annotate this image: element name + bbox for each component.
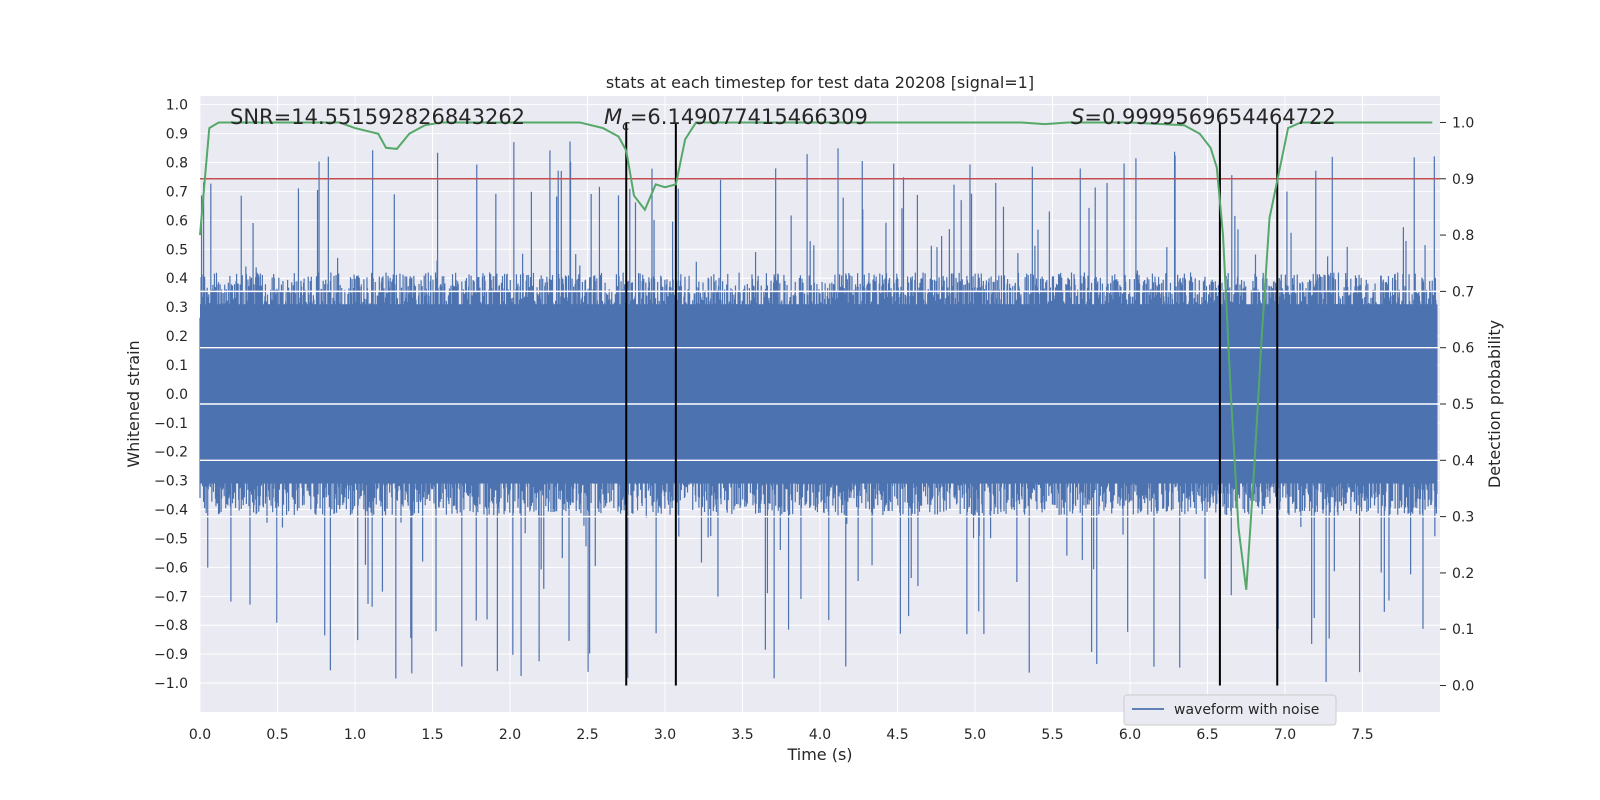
y2-tick-label: 0.4	[1452, 453, 1474, 469]
y2-tick-label: 1.0	[1452, 115, 1474, 131]
x-tick-label: 2.5	[576, 727, 598, 743]
marker-lines	[625, 122, 1279, 686]
x-axis-label: Time (s)	[786, 745, 852, 764]
y-tick-label: −1.0	[154, 676, 188, 692]
y-tick-label: 0.5	[166, 242, 188, 258]
y-tick-label: 0.2	[166, 329, 188, 345]
chirp-mass-symbol: M	[604, 105, 622, 129]
legend-box	[1123, 694, 1337, 726]
probability-curve	[199, 121, 1433, 590]
legend-label: waveform with noise	[1174, 702, 1319, 718]
x-tick-label: 3.0	[654, 727, 676, 743]
y-tick-label: 0.7	[166, 184, 188, 200]
score-symbol: S	[1071, 105, 1084, 129]
y-tick-label: −0.8	[154, 618, 188, 634]
y-tick-label: −0.1	[154, 416, 188, 432]
x-tick-label: 0.5	[266, 727, 288, 743]
y-tick-label: −0.9	[154, 647, 188, 663]
y-tick-label: 0.3	[166, 300, 188, 316]
y2-tick-label: 0.7	[1452, 284, 1474, 300]
chirp-mass-value: =6.149077415466309	[630, 105, 868, 129]
score-value: =0.9999569654464722	[1084, 105, 1335, 129]
y2-tick-label: 0.2	[1452, 566, 1474, 582]
y-tick-label: 0.1	[166, 358, 188, 374]
y2-tick-label: 0.5	[1452, 397, 1474, 413]
y2-axis-label: Detection probability	[1485, 320, 1504, 488]
y-tick-label: 0.9	[166, 127, 188, 143]
x-tick-label: 4.5	[886, 727, 908, 743]
x-tick-label: 5.0	[964, 727, 986, 743]
y-tick-label: 0.4	[166, 271, 188, 287]
y-tick-label: −0.4	[154, 503, 188, 519]
y2-tick-label: 0.9	[1452, 172, 1474, 188]
y2-tick-label: 0.0	[1452, 679, 1474, 695]
y-tick-label: 1.0	[166, 98, 188, 114]
x-tick-label: 6.0	[1119, 727, 1141, 743]
x-tick-label: 7.0	[1274, 727, 1296, 743]
x-tick-label: 3.5	[731, 727, 753, 743]
axis-ticks: 0.0 0.5 1.0 1.5 2.0 2.5 3.0 3.5 4.0 4.5 5.0 5.5 6.0 6…	[154, 98, 1474, 743]
y2-tick-label: 0.6	[1452, 341, 1474, 357]
y-tick-label: −0.2	[154, 445, 188, 461]
legend: waveform with noise	[1123, 694, 1337, 726]
y-tick-label: 0.6	[166, 213, 188, 229]
x-tick-label: 1.0	[344, 727, 366, 743]
x-tick-label: 0.0	[189, 727, 211, 743]
y-tick-label: −0.5	[154, 531, 188, 547]
x-tick-label: 2.0	[499, 727, 521, 743]
y2-tick-label: 0.3	[1452, 510, 1474, 526]
x-tick-label: 6.5	[1196, 727, 1218, 743]
y-tick-label: −0.7	[154, 589, 188, 605]
score-annotation: S=0.9999569654464722	[1071, 105, 1336, 129]
series-waveform	[199, 141, 1440, 682]
y-axis-label: Whitened strain	[124, 340, 143, 467]
series-detection-probability	[199, 121, 1433, 590]
y2-tick-label: 0.8	[1452, 228, 1474, 244]
x-tick-label: 7.5	[1351, 727, 1373, 743]
y-tick-label: −0.6	[154, 560, 188, 576]
chart-title: stats at each timestep for test data 202…	[606, 73, 1034, 92]
snr-annotation: SNR=14.551592826843262	[230, 105, 525, 129]
waveform-trace	[199, 141, 1438, 682]
y-tick-label: 0.0	[166, 387, 188, 403]
y-tick-label: 0.8	[166, 156, 188, 172]
chirp-mass-annotation: Mc=6.149077415466309	[604, 105, 868, 134]
chirp-mass-subscript: c	[622, 118, 630, 134]
y-tick-label: −0.3	[154, 474, 188, 490]
x-tick-label: 1.5	[421, 727, 443, 743]
x-tick-label: 4.0	[809, 727, 831, 743]
y2-tick-label: 0.1	[1452, 622, 1474, 638]
x-tick-label: 5.5	[1041, 727, 1063, 743]
